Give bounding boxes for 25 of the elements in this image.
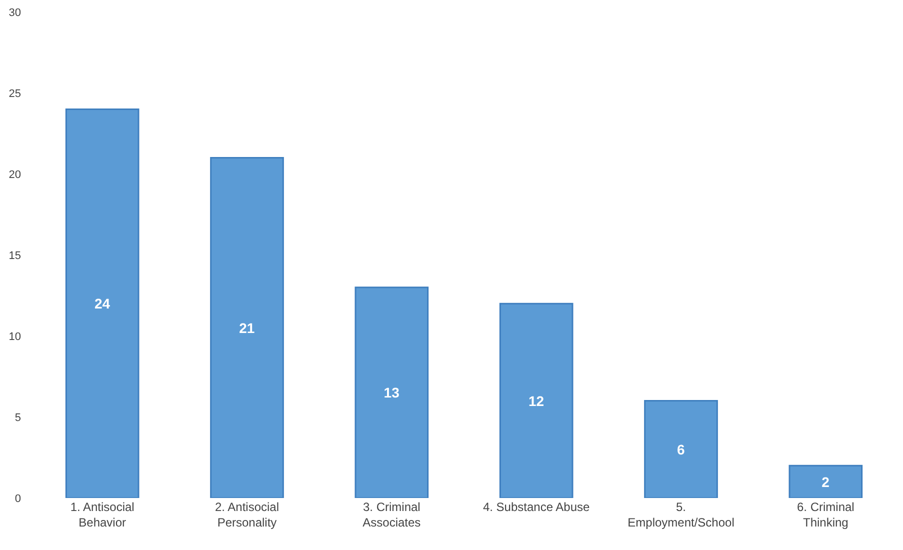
x-tick-label: 3. Criminal Associates xyxy=(362,500,421,530)
x-tick-label: 2. Antisocial Personality xyxy=(214,500,280,530)
bar xyxy=(354,286,429,498)
y-tick-label: 5 xyxy=(14,412,21,424)
y-tick-label: 20 xyxy=(8,168,21,181)
data-label: 6 xyxy=(677,441,685,458)
y-tick-label: 0 xyxy=(14,492,21,505)
data-label: 13 xyxy=(384,384,400,401)
data-label: 21 xyxy=(239,320,255,336)
y-tick-label: 10 xyxy=(8,330,21,343)
data-label: 12 xyxy=(528,392,544,409)
x-tick-label: 5. Employment/School xyxy=(628,500,734,530)
bar xyxy=(65,108,140,498)
x-tick-label: 4. Substance Abuse xyxy=(482,500,590,514)
y-tick-label: 25 xyxy=(8,88,21,100)
bar xyxy=(499,302,574,498)
y-tick-label: 15 xyxy=(8,250,21,262)
y-tick-label: 30 xyxy=(8,6,21,19)
data-label: 2 xyxy=(822,474,830,490)
data-label: 24 xyxy=(94,296,110,312)
bar xyxy=(210,157,284,498)
x-tick-label: 1. Antisocial Behavior xyxy=(70,500,134,530)
x-tick-label: 6. Criminal Thinking xyxy=(796,500,854,530)
bar xyxy=(644,400,718,498)
bar xyxy=(788,464,863,498)
